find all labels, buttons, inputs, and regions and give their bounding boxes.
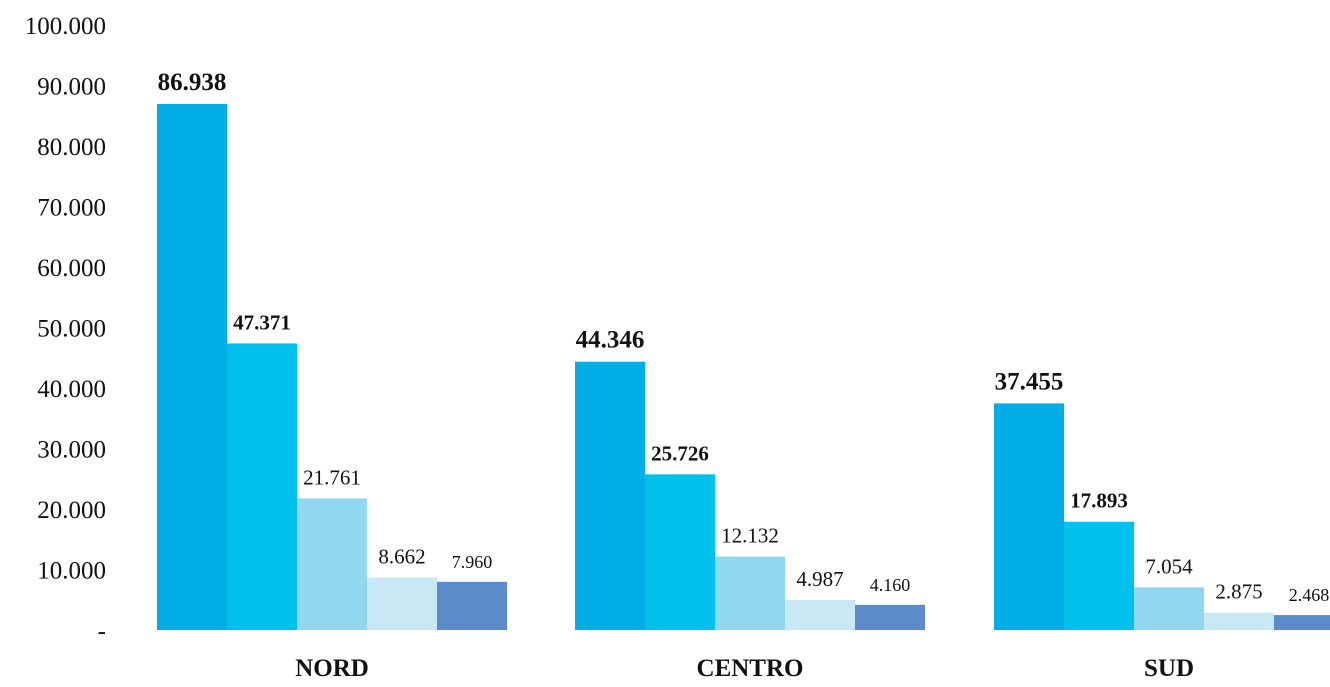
bar-nord-4 bbox=[367, 577, 437, 630]
bar-sud-3 bbox=[1134, 587, 1204, 630]
y-tick-label: - bbox=[98, 618, 106, 645]
data-label: 4.987 bbox=[796, 567, 843, 591]
y-axis: - 10.000 20.000 30.000 40.000 50.000 60.000 70.… bbox=[25, 13, 106, 645]
y-tick-label: 20.000 bbox=[37, 497, 106, 524]
bar-centro-2 bbox=[645, 474, 715, 630]
x-category-label-centro: CENTRO bbox=[697, 655, 804, 682]
bar-nord-1 bbox=[157, 104, 227, 631]
data-label: 44.346 bbox=[576, 327, 645, 354]
bars-group bbox=[157, 104, 1330, 631]
bar-nord-2 bbox=[227, 343, 297, 630]
y-tick-label: 30.000 bbox=[37, 437, 106, 464]
data-label: 47.371 bbox=[233, 310, 291, 334]
data-label: 2.875 bbox=[1215, 580, 1262, 604]
x-axis: NORD CENTRO SUD bbox=[295, 655, 1194, 682]
x-category-label-nord: NORD bbox=[295, 655, 369, 682]
bar-sud-4 bbox=[1204, 612, 1274, 630]
y-tick-label: 60.000 bbox=[37, 255, 106, 282]
x-category-label-sud: SUD bbox=[1144, 655, 1194, 682]
data-label: 86.938 bbox=[158, 69, 227, 96]
y-tick-label: 50.000 bbox=[37, 316, 106, 343]
bar-centro-1 bbox=[575, 361, 645, 630]
y-tick-label: 10.000 bbox=[37, 558, 106, 585]
data-label: 7.960 bbox=[452, 552, 493, 572]
data-labels-group: 86.938 47.371 21.761 8.662 7.960 44.346 25.726… bbox=[158, 69, 1330, 605]
data-label: 25.726 bbox=[651, 441, 709, 465]
y-tick-label: 70.000 bbox=[37, 195, 106, 222]
y-tick-label: 80.000 bbox=[37, 134, 106, 161]
data-label: 37.455 bbox=[995, 368, 1064, 395]
data-label: 7.054 bbox=[1145, 554, 1193, 578]
data-label: 21.761 bbox=[303, 465, 361, 489]
data-label: 8.662 bbox=[378, 545, 425, 569]
bar-sud-5 bbox=[1274, 615, 1330, 630]
bar-centro-3 bbox=[715, 556, 785, 630]
data-label: 2.468 bbox=[1289, 585, 1330, 605]
y-tick-label: 40.000 bbox=[37, 376, 106, 403]
y-tick-label: 100.000 bbox=[25, 13, 106, 40]
bar-nord-5 bbox=[437, 581, 507, 630]
bar-sud-2 bbox=[1064, 521, 1134, 630]
y-tick-label: 90.000 bbox=[37, 74, 106, 101]
bar-centro-5 bbox=[855, 604, 925, 630]
bar-sud-1 bbox=[994, 403, 1064, 630]
bar-nord-3 bbox=[297, 498, 367, 630]
data-label: 12.132 bbox=[721, 524, 779, 548]
bar-centro-4 bbox=[785, 599, 855, 630]
data-label: 4.160 bbox=[870, 575, 911, 595]
data-label: 17.893 bbox=[1070, 489, 1128, 513]
